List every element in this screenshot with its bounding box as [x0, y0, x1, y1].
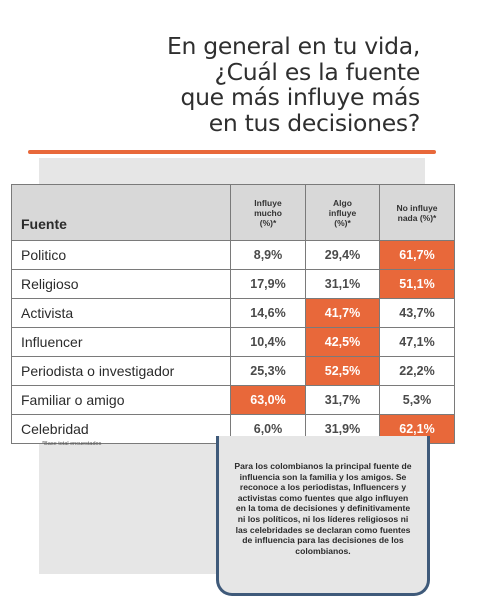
source-label: Politico: [11, 240, 231, 270]
value-cell: 5,3%: [379, 385, 455, 415]
highlighted-value-cell: 42,5%: [305, 327, 380, 357]
value-cell: 22,2%: [379, 356, 455, 386]
value-cell: 29,4%: [305, 240, 380, 270]
title-divider: [28, 150, 436, 154]
header-line: Influye: [254, 197, 282, 208]
table-row: Familiar o amigo 63,0% 31,7% 5,3%: [11, 385, 455, 415]
highlighted-value-cell: 51,1%: [379, 269, 455, 299]
table-row: Periodista o investigador 25,3% 52,5% 22,2%: [11, 356, 455, 386]
conclusion-callout: Para los colombianos la principal fuente…: [216, 436, 430, 596]
value-cell: 31,7%: [305, 385, 380, 415]
value-cell: 31,1%: [305, 269, 380, 299]
title-line: en tus decisiones?: [208, 108, 421, 137]
highlighted-value-cell: 41,7%: [305, 298, 380, 328]
page-title: En general en tu vida, ¿Cuál es la fuent…: [166, 32, 421, 137]
header-line: (%)*: [259, 217, 277, 228]
value-cell: 47,1%: [379, 327, 455, 357]
source-label: Periodista o investigador: [11, 356, 231, 386]
value-cell: 14,6%: [230, 298, 306, 328]
source-label: Religioso: [11, 269, 231, 299]
header-line: No influye: [396, 202, 438, 213]
value-cell: 10,4%: [230, 327, 306, 357]
column-header-no-influye: No influye nada (%)*: [379, 184, 455, 241]
callout-text: Para los colombianos la principal fuente…: [234, 461, 412, 556]
header-line: nada (%)*: [397, 212, 437, 223]
title-line: que más influye más: [180, 83, 420, 111]
header-line: mucho: [254, 207, 282, 218]
source-label: Familiar o amigo: [11, 385, 231, 415]
column-header-algo-influye: Algo influye (%)*: [305, 184, 380, 241]
table-row: Influencer 10,4% 42,5% 47,1%: [11, 327, 455, 357]
header-line: influye: [328, 207, 357, 218]
value-cell: 17,9%: [230, 269, 306, 299]
column-header-source: Fuente: [11, 184, 231, 241]
table-row: Activista 14,6% 41,7% 43,7%: [11, 298, 455, 328]
value-cell: 8,9%: [230, 240, 306, 270]
table-header-row: Fuente Influye mucho (%)* Algo influye (…: [11, 184, 455, 241]
header-line: (%)*: [334, 217, 351, 228]
footnote: *Base total encuestados: [42, 441, 102, 447]
table-row: Religioso 17,9% 31,1% 51,1%: [11, 269, 455, 299]
source-label: Celebridad: [11, 414, 231, 444]
source-label: Influencer: [11, 327, 231, 357]
value-cell: 25,3%: [230, 356, 306, 386]
highlighted-value-cell: 63,0%: [230, 385, 306, 415]
title-line: En general en tu vida,: [166, 32, 420, 60]
column-header-influye-mucho: Influye mucho (%)*: [230, 184, 306, 241]
table-body: Politico 8,9% 29,4% 61,7% Religioso 17,9% 31,1…: [11, 240, 455, 444]
title-line: ¿Cuál es la fuente: [214, 57, 420, 86]
header-line: Algo: [333, 197, 352, 208]
source-label: Activista: [11, 298, 231, 328]
table-row: Politico 8,9% 29,4% 61,7%: [11, 240, 455, 270]
highlighted-value-cell: 52,5%: [305, 356, 380, 386]
value-cell: 43,7%: [379, 298, 455, 328]
highlighted-value-cell: 61,7%: [379, 240, 455, 270]
influence-table: Fuente Influye mucho (%)* Algo influye (…: [11, 184, 455, 444]
